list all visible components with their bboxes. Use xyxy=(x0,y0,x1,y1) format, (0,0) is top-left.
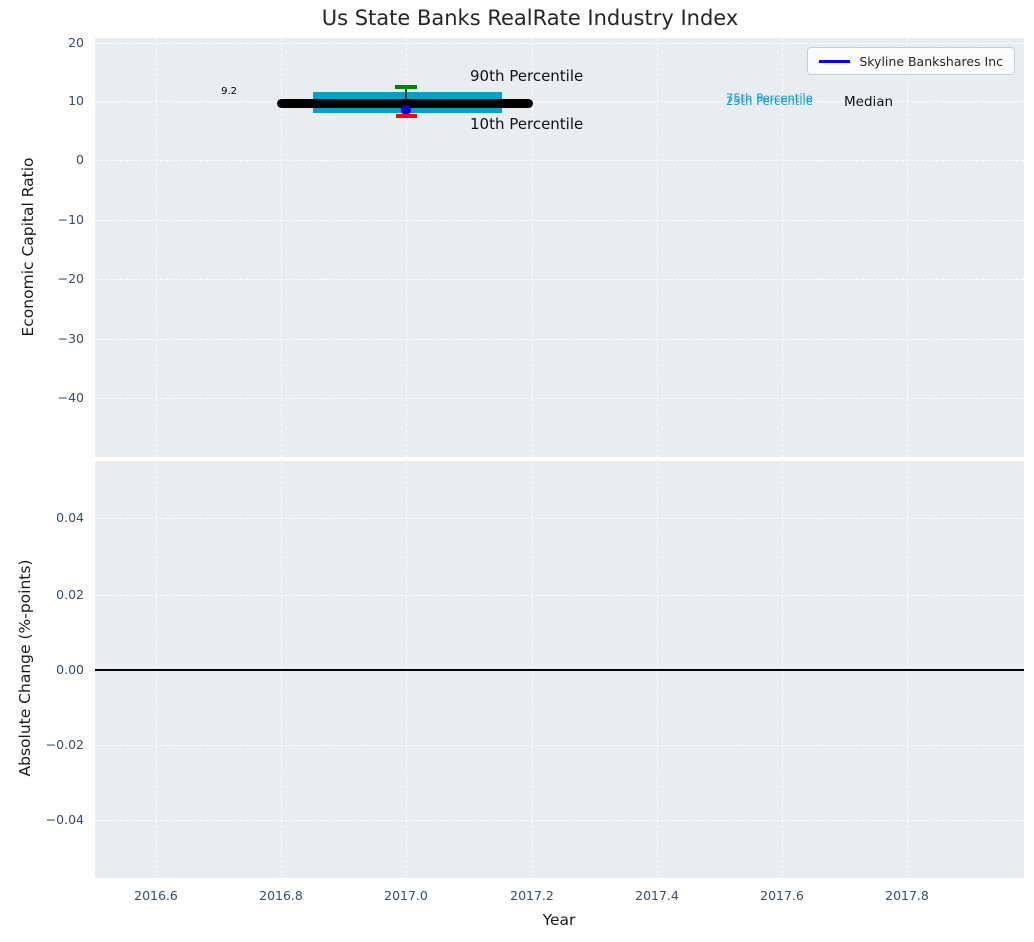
gridline-horizontal xyxy=(95,339,1024,340)
y-tick-label: −0.04 xyxy=(45,812,84,827)
x-tick-label: 2017.0 xyxy=(384,888,428,903)
gridline-horizontal xyxy=(95,820,1024,821)
x-tick-label: 2017.6 xyxy=(760,888,804,903)
90th-percentile-label: 90th Percentile xyxy=(470,67,584,85)
skyline-data-point-marker xyxy=(401,105,411,115)
chart-title: Us State Banks RealRate Industry Index xyxy=(321,6,739,30)
x-axis-label: Year xyxy=(542,911,576,929)
10th-percentile-label: 10th Percentile xyxy=(470,115,584,133)
90th-percentile-cap xyxy=(395,85,417,89)
gridline-horizontal xyxy=(95,398,1024,399)
y-tick-label: 10 xyxy=(68,93,84,108)
y-tick-label: −40 xyxy=(57,390,84,405)
gridline-vertical xyxy=(657,38,658,457)
gridline-horizontal xyxy=(95,279,1024,280)
legend-series-label: Skyline Bankshares Inc xyxy=(859,53,1003,69)
x-tick-label: 2016.6 xyxy=(134,888,178,903)
gridline-horizontal xyxy=(95,595,1024,596)
top-plot-area: 9.2 90th Percentile 10th Percentile 75th… xyxy=(95,38,1024,457)
gridline-vertical xyxy=(406,38,407,457)
y-tick-label: 0.02 xyxy=(56,587,84,602)
gridline-vertical xyxy=(281,38,282,457)
y-tick-label: −30 xyxy=(57,331,84,346)
zero-change-line xyxy=(95,669,1024,671)
bottom-y-axis-label: Absolute Change (%-points) xyxy=(16,559,34,777)
y-tick-label: 0.04 xyxy=(56,510,84,525)
y-tick-label: 0.00 xyxy=(56,662,84,677)
median-value-label: 9.2 xyxy=(221,86,237,97)
x-tick-label: 2017.8 xyxy=(885,888,929,903)
gridline-vertical xyxy=(907,38,908,457)
y-tick-label: 0 xyxy=(76,152,84,167)
bottom-plot-area xyxy=(95,461,1024,878)
y-tick-label: −10 xyxy=(57,212,84,227)
median-text-label: Median xyxy=(844,94,894,110)
legend-line-icon xyxy=(819,59,851,63)
legend: Skyline Bankshares Inc xyxy=(807,47,1015,75)
y-tick-label: −0.02 xyxy=(45,737,84,752)
gridline-vertical xyxy=(156,38,157,457)
gridline-horizontal xyxy=(95,745,1024,746)
gridline-vertical xyxy=(532,38,533,457)
top-y-axis-label: Economic Capital Ratio xyxy=(19,157,37,337)
gridline-horizontal xyxy=(95,43,1024,44)
x-tick-label: 2017.2 xyxy=(510,888,554,903)
y-tick-label: −20 xyxy=(57,271,84,286)
y-tick-label: 20 xyxy=(68,35,84,50)
x-tick-label: 2016.8 xyxy=(259,888,303,903)
gridline-horizontal xyxy=(95,518,1024,519)
gridline-horizontal xyxy=(95,220,1024,221)
10th-percentile-cap xyxy=(396,114,417,118)
gridline-horizontal xyxy=(95,101,1024,102)
gridline-vertical xyxy=(782,38,783,457)
x-tick-label: 2017.4 xyxy=(635,888,679,903)
25th-percentile-label: 25th Percentile xyxy=(726,94,813,108)
median-line xyxy=(277,99,533,108)
75th-percentile-label: 75th Percentile xyxy=(726,91,813,105)
gridline-horizontal xyxy=(95,160,1024,161)
